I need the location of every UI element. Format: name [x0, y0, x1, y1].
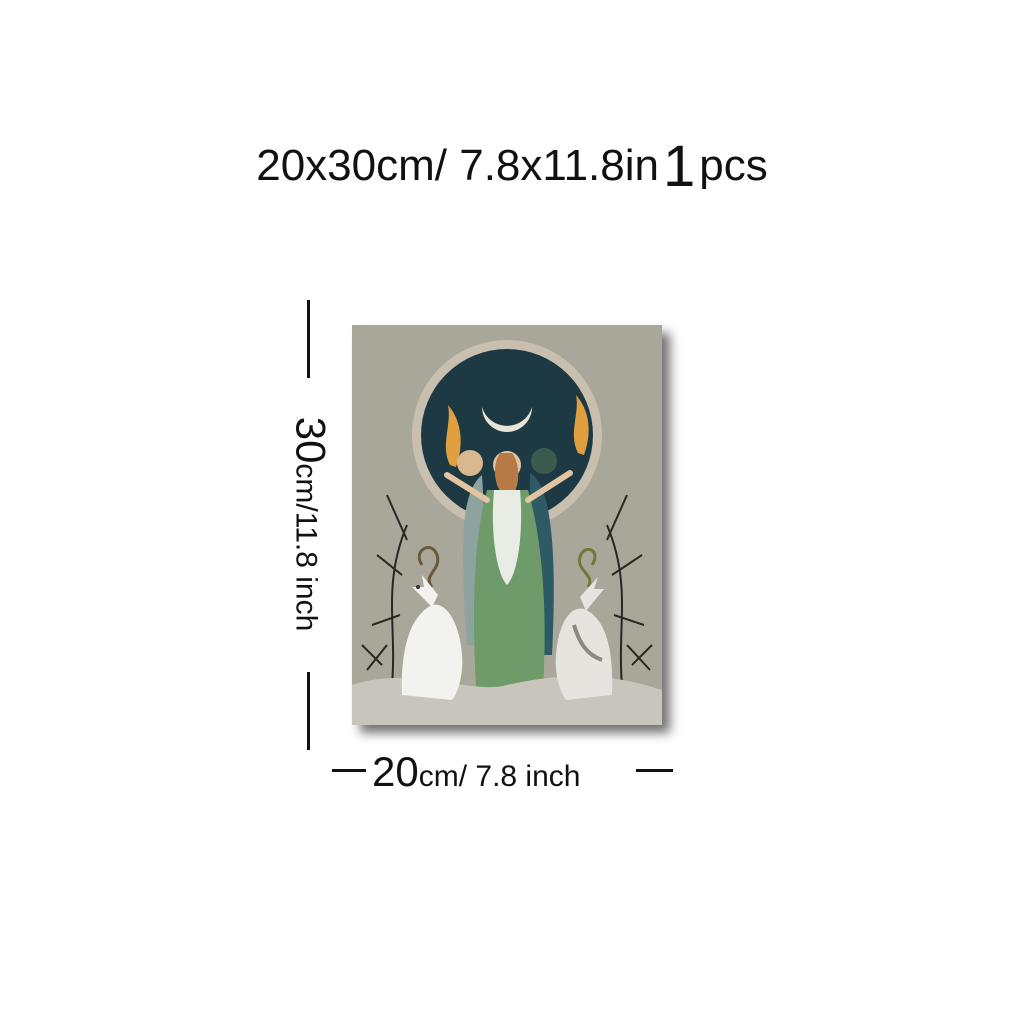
right-snake-icon: [578, 547, 597, 588]
height-dimension-label: 30cm/11.8 inch: [286, 417, 335, 632]
left-figure-head: [457, 450, 483, 476]
moon-disc: [421, 349, 593, 521]
left-wolf-icon: [401, 575, 463, 700]
height-dimension-line-top: [307, 300, 310, 378]
poster-artwork: [352, 325, 662, 725]
width-unit: cm/ 7.8 inch: [418, 760, 581, 793]
height-unit: cm/11.8 inch: [289, 463, 323, 632]
central-figure-hair: [494, 453, 519, 493]
dark-branches: [361, 494, 653, 686]
quantity-number: 1: [663, 134, 696, 199]
central-figure-arms: [444, 470, 573, 503]
height-dimension-line-bottom: [307, 672, 310, 750]
poster-illustration: [352, 325, 662, 725]
right-wolf-icon: [555, 577, 613, 700]
product-size-heading: 20x30cm/ 7.8x11.8in1pcs: [0, 138, 1024, 196]
width-value: 20: [372, 748, 419, 795]
width-dimension-label: 20cm/ 7.8 inch: [372, 750, 580, 799]
height-value: 30: [287, 416, 335, 464]
left-flame-icon: [445, 405, 461, 467]
quantity-unit: pcs: [699, 141, 768, 190]
central-figure-robe: [474, 490, 545, 705]
right-hooded-figure-head: [531, 448, 557, 474]
width-dimension-line-right: [636, 769, 673, 772]
right-flame-icon: [573, 395, 589, 455]
size-text: 20x30cm/ 7.8x11.8in: [256, 141, 660, 190]
left-snake-icon: [417, 546, 440, 588]
crescent-moon-icon: [482, 407, 532, 432]
width-dimension-line-left: [332, 769, 366, 772]
central-figure-gown: [492, 490, 522, 585]
